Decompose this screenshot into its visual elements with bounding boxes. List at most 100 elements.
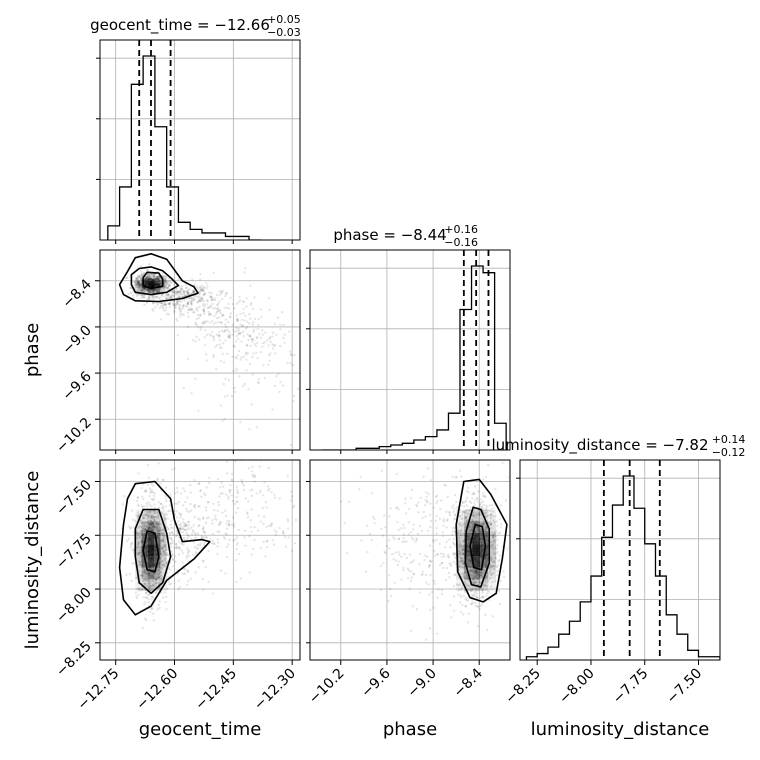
scatter-point — [208, 333, 211, 336]
scatter-point — [199, 298, 202, 301]
scatter-point — [143, 570, 146, 573]
scatter-point — [220, 329, 224, 333]
scatter-point — [144, 489, 147, 493]
scatter-point — [228, 315, 232, 318]
scatter-point — [145, 277, 148, 280]
x-tick-label: −12.30 — [251, 666, 299, 714]
scatter-point — [464, 605, 467, 608]
scatter-point — [249, 317, 252, 320]
scatter-point — [136, 543, 140, 546]
scatter-point — [382, 561, 385, 565]
scatter-point — [153, 277, 157, 281]
scatter-point — [476, 605, 479, 609]
scatter-point — [186, 496, 189, 499]
scatter-point — [286, 527, 290, 530]
scatter-point — [434, 495, 438, 499]
scatter-point — [155, 275, 159, 279]
scatter-point — [463, 518, 466, 522]
scatter-point — [180, 542, 184, 545]
scatter-point — [423, 558, 426, 562]
scatter-point — [164, 275, 167, 278]
scatter-point — [473, 570, 477, 573]
scatter-point — [482, 571, 485, 575]
scatter-point — [154, 527, 157, 530]
scatter-point — [248, 322, 251, 325]
scatter-point — [234, 340, 238, 343]
scatter-point — [151, 295, 154, 299]
scatter-point — [206, 306, 210, 310]
scatter-point — [156, 277, 159, 281]
scatter-point — [177, 277, 180, 281]
scatter-point — [151, 274, 154, 277]
scatter-point — [216, 552, 219, 556]
scatter-point — [165, 548, 168, 552]
density-cell — [141, 521, 148, 533]
scatter-point — [137, 280, 141, 283]
scatter-point — [153, 289, 156, 293]
scatter-point — [473, 590, 477, 594]
scatter-point — [449, 604, 452, 607]
scatter-point — [241, 330, 245, 333]
scatter-point — [167, 284, 170, 287]
scatter-point — [144, 278, 148, 282]
scatter-point — [235, 543, 239, 546]
scatter-point — [487, 463, 490, 467]
scatter-point — [148, 289, 152, 292]
scatter-point — [158, 586, 161, 590]
scatter-point — [236, 319, 239, 322]
panel-background — [100, 250, 300, 450]
scatter-point — [222, 313, 225, 317]
scatter-point — [175, 317, 178, 321]
scatter-point — [175, 302, 179, 305]
scatter-point — [498, 589, 501, 593]
scatter-point — [427, 593, 431, 596]
scatter-point — [235, 326, 238, 330]
scatter-point — [162, 306, 165, 310]
scatter-point — [152, 619, 155, 622]
y-tick-label: −7.50 — [53, 477, 95, 519]
scatter-point — [234, 538, 237, 541]
scatter-point — [200, 288, 204, 292]
scatter-point — [235, 334, 239, 338]
scatter-point — [172, 300, 176, 303]
scatter-point — [155, 582, 158, 585]
scatter-point — [245, 358, 248, 361]
scatter-point — [137, 570, 141, 573]
scatter-point — [429, 478, 433, 482]
scatter-point — [201, 560, 205, 563]
scatter-point — [491, 544, 494, 547]
scatter-point — [479, 504, 482, 508]
scatter-point — [169, 295, 173, 299]
scatter-point — [200, 297, 204, 301]
scatter-point — [139, 563, 142, 566]
scatter-point — [130, 541, 133, 545]
scatter-point — [148, 273, 152, 277]
scatter-point — [477, 625, 480, 628]
scatter-point — [422, 510, 426, 514]
scatter-point — [209, 538, 212, 541]
scatter-point — [142, 516, 145, 520]
scatter-point — [201, 527, 204, 530]
scatter-point — [166, 286, 169, 290]
panel-content — [118, 253, 300, 447]
scatter-point — [476, 520, 479, 523]
scatter-point — [158, 523, 161, 526]
scatter-point — [181, 530, 185, 534]
density-cell — [456, 556, 465, 568]
scatter-point — [152, 289, 155, 293]
scatter-point — [141, 294, 144, 297]
scatter-point — [453, 556, 457, 560]
density-cell — [147, 567, 155, 580]
scatter-point — [271, 347, 275, 350]
scatter-point — [232, 328, 235, 331]
scatter-point — [155, 277, 158, 281]
scatter-point — [486, 584, 489, 588]
scatter-point — [141, 293, 144, 297]
scatter-point — [483, 528, 486, 532]
scatter-point — [151, 278, 154, 282]
scatter-point — [220, 321, 223, 324]
scatter-point — [384, 526, 387, 529]
scatter-point — [149, 273, 152, 276]
scatter-point — [249, 526, 252, 529]
scatter-point — [261, 506, 265, 510]
